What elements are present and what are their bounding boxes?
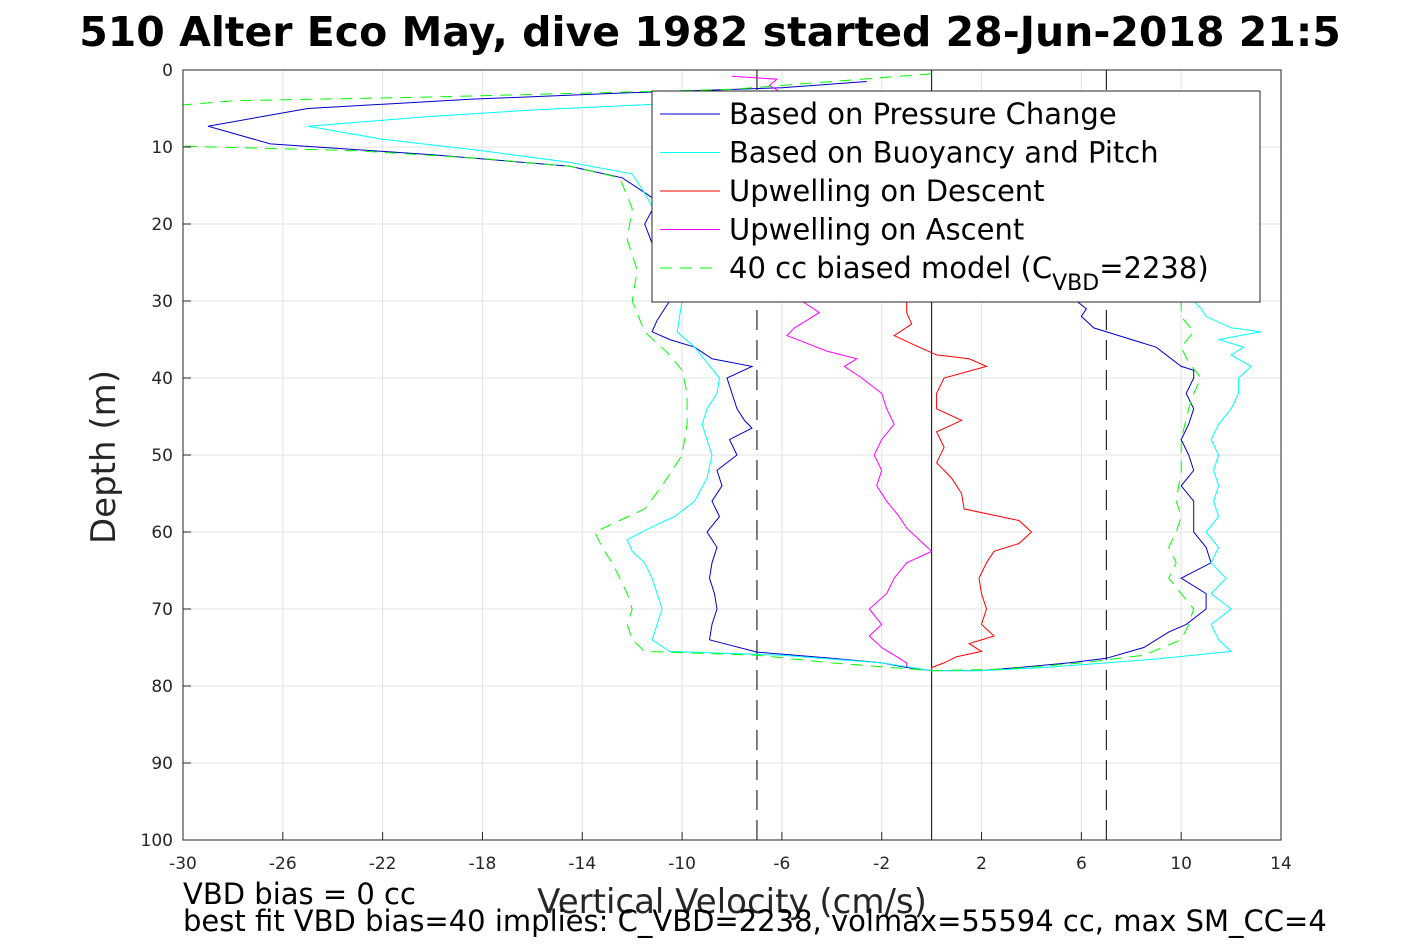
x-tick-label: -22 (369, 854, 397, 874)
y-axis-ticks: 0 10 20 30 40 50 60 70 80 90 100 (141, 61, 191, 851)
x-tick-label: -18 (469, 854, 497, 874)
vbd-bias-note: VBD bias = 0 cc (183, 877, 416, 911)
y-tick-label: 60 (151, 523, 173, 543)
legend-box (651, 90, 1261, 303)
x-tick-label: 2 (976, 854, 987, 874)
series-line-2 (730, 100, 1033, 671)
x-tick-label: 10 (1170, 854, 1192, 874)
x-axis-label: Vertical Velocity (cm/s) (537, 882, 927, 922)
y-axis-label: Depth (m) (84, 370, 124, 544)
chart-title: 510 Alter Eco May, dive 1982 started 28-… (79, 8, 1341, 56)
x-axis-ticks: -30 -26 -22 -18 -14 -10 -6 -2 2 6 10 14 (169, 832, 1292, 874)
legend: Based on Pressure Change Based on Buoyanc… (651, 90, 1261, 303)
legend-label: Upwelling on Descent (729, 174, 1045, 208)
x-tick-label: -30 (169, 854, 197, 874)
x-tick-label: 14 (1270, 854, 1292, 874)
y-tick-label: 50 (151, 446, 173, 466)
legend-label: Upwelling on Ascent (729, 213, 1024, 247)
y-tick-label: 100 (141, 831, 173, 851)
y-tick-label: 30 (151, 292, 173, 312)
x-tick-label: 6 (1076, 854, 1087, 874)
y-tick-label: 70 (151, 600, 173, 620)
x-tick-label: -14 (568, 854, 596, 874)
x-tick-label: -2 (873, 854, 890, 874)
y-tick-label: 80 (151, 677, 173, 697)
legend-label: Based on Buoyancy and Pitch (729, 136, 1159, 170)
x-tick-label: -6 (773, 854, 790, 874)
x-tick-label: -10 (668, 854, 696, 874)
x-tick-label: -26 (269, 854, 297, 874)
best-fit-note: best fit VBD bias=40 implies: C_VBD=2238… (183, 904, 1327, 938)
series-line-4 (183, 73, 1202, 672)
y-tick-label: 0 (162, 61, 173, 81)
y-tick-label: 40 (151, 369, 173, 389)
y-tick-label: 90 (151, 754, 173, 774)
y-tick-label: 20 (151, 215, 173, 235)
legend-label: Based on Pressure Change (729, 97, 1117, 131)
y-tick-label: 10 (151, 138, 173, 158)
legend-label: 40 cc biased model (CVBD=2238) (729, 251, 1209, 296)
